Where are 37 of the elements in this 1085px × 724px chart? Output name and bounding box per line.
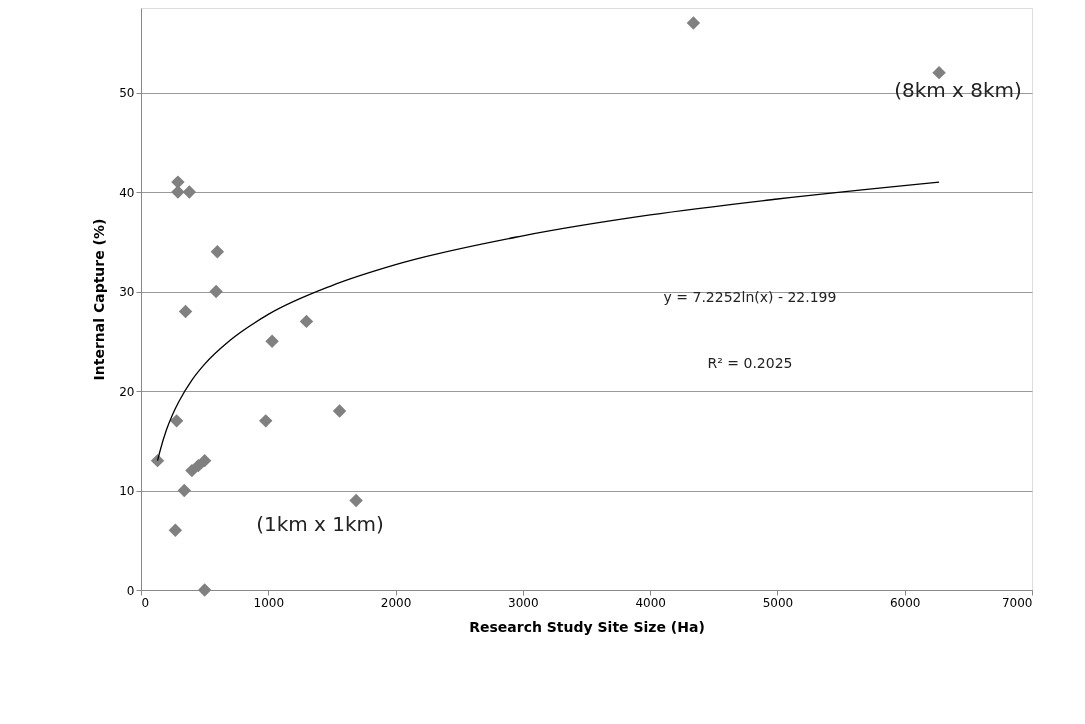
x-tick-label: 3000 xyxy=(508,595,539,610)
x-tick-label: 5000 xyxy=(762,595,794,610)
y-tick-label: 10 xyxy=(119,484,135,499)
point xyxy=(209,284,223,299)
y-tick-label: 0 xyxy=(126,583,135,598)
annotation: R² = 0.2025 xyxy=(707,355,793,371)
annotation: (8km x 8km) xyxy=(894,78,1022,102)
point xyxy=(332,404,347,418)
x-axis-title: Research Study Site Size (Ha) xyxy=(469,618,705,635)
x-tick-label: 0 xyxy=(141,595,150,610)
point xyxy=(265,334,279,348)
x-tick-label: 1000 xyxy=(253,595,285,610)
y-tick-label: 50 xyxy=(119,86,135,101)
point xyxy=(210,245,225,259)
x-tick-label: 7000 xyxy=(1001,595,1033,610)
y-tick-label: 40 xyxy=(119,185,135,200)
point xyxy=(686,16,701,30)
annotation: y = 7.2252ln(x) - 22.199 xyxy=(663,289,837,305)
x-tick-label: 6000 xyxy=(889,595,921,610)
point xyxy=(178,304,193,319)
point xyxy=(177,483,191,498)
point xyxy=(299,314,314,329)
y-tick-label: 20 xyxy=(119,384,135,399)
annotation: (1km x 1km) xyxy=(256,512,384,536)
x-tick-label: 2000 xyxy=(380,595,412,610)
point xyxy=(169,414,184,428)
point xyxy=(197,583,212,597)
x-tick-label: 4000 xyxy=(635,595,666,610)
point xyxy=(182,185,197,199)
point xyxy=(168,523,183,538)
point xyxy=(171,175,185,189)
y-tick-label: 30 xyxy=(119,285,135,300)
point xyxy=(259,414,273,428)
point xyxy=(197,453,212,468)
point xyxy=(932,65,946,80)
point xyxy=(349,493,363,508)
y-axis-title: Internal Capture (%) xyxy=(91,218,108,381)
